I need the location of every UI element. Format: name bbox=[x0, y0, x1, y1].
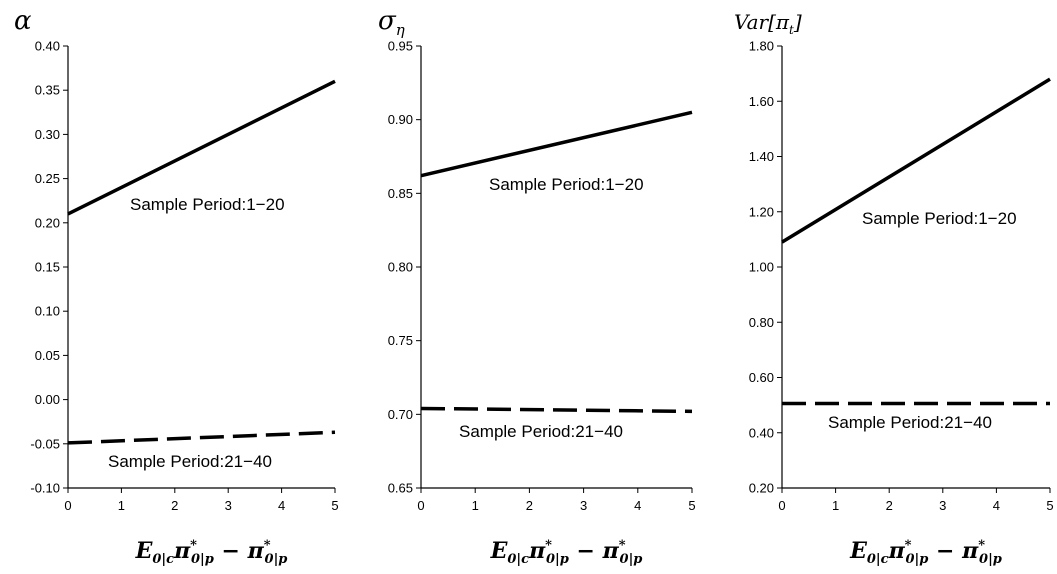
x-tick-label: 4 bbox=[993, 498, 1000, 513]
x-tick-label: 3 bbox=[939, 498, 946, 513]
y-tick-label: 0.60 bbox=[749, 370, 774, 385]
series-line-1-20 bbox=[67, 79, 336, 216]
series-annotation-2: Sample Period:21−40 bbox=[108, 452, 272, 471]
x-axis-label: E0|cπ* 0|p − π* 0|p bbox=[135, 538, 288, 567]
series-annotation-1: Sample Period:1−20 bbox=[862, 209, 1017, 228]
x-tick-label: 0 bbox=[778, 498, 785, 513]
x-tick-label: 4 bbox=[634, 498, 641, 513]
panel-title: ση bbox=[378, 6, 405, 39]
y-tick-label: 0.40 bbox=[749, 425, 774, 440]
series-line-21-40 bbox=[420, 406, 693, 414]
series-line-1-20 bbox=[781, 77, 1051, 244]
x-tick-label: 3 bbox=[225, 498, 232, 513]
y-tick-label: 0.40 bbox=[35, 39, 60, 54]
x-tick-label: 1 bbox=[472, 498, 479, 513]
y-tick-label: 1.80 bbox=[749, 39, 774, 54]
y-tick-label: 0.65 bbox=[388, 481, 413, 496]
series-annotation-1: Sample Period:1−20 bbox=[489, 175, 644, 194]
y-tick-label: 0.20 bbox=[749, 481, 774, 496]
x-tick-label: 0 bbox=[417, 498, 424, 513]
y-tick-label: 0.30 bbox=[35, 127, 60, 142]
y-tick-label: -0.05 bbox=[30, 436, 60, 451]
y-tick-label: 0.35 bbox=[35, 83, 60, 98]
y-tick-label: 0.75 bbox=[388, 333, 413, 348]
y-tick-label: 0.20 bbox=[35, 215, 60, 230]
x-tick-label: 5 bbox=[1046, 498, 1053, 513]
panel-title: α bbox=[14, 6, 32, 36]
chart-panel-2: ση 0.65 0.70 0.75 0.80 0.85 0.90 0.95 0 1 2 3 4 5 Samp… bbox=[378, 6, 696, 567]
series-line-1-20 bbox=[420, 110, 693, 178]
panel-title: Var[πt] bbox=[734, 10, 802, 37]
x-axis-label: E0|cπ* 0|p − π* 0|p bbox=[849, 538, 1002, 567]
x-tick-label: 5 bbox=[688, 498, 695, 513]
x-tick-label: 1 bbox=[832, 498, 839, 513]
x-tick-label: 4 bbox=[278, 498, 285, 513]
x-axis-label: E0|cπ* 0|p − π* 0|p bbox=[490, 538, 643, 567]
y-tick-label: 1.40 bbox=[749, 149, 774, 164]
x-tick-label: 1 bbox=[118, 498, 125, 513]
chart-panel-3: Var[πt] 0.20 0.40 0.60 0.80 1.00 1.20 1.40 1.60 1… bbox=[734, 10, 1054, 567]
y-tick-label: 0.25 bbox=[35, 171, 60, 186]
y-tick-label: 1.60 bbox=[749, 94, 774, 109]
series-line-21-40 bbox=[67, 430, 336, 445]
x-tick-label: 2 bbox=[886, 498, 893, 513]
x-tick-label: 3 bbox=[580, 498, 587, 513]
series-annotation-1: Sample Period:1−20 bbox=[130, 195, 285, 214]
series-annotation-2: Sample Period:21−40 bbox=[459, 422, 623, 441]
y-tick-label: 0.95 bbox=[388, 39, 413, 54]
x-tick-label: 0 bbox=[64, 498, 71, 513]
x-tick-label: 2 bbox=[526, 498, 533, 513]
x-tick-label: 5 bbox=[331, 498, 338, 513]
y-tick-label: 0.70 bbox=[388, 407, 413, 422]
y-tick-label: 1.20 bbox=[749, 204, 774, 219]
y-tick-label: 0.80 bbox=[388, 260, 413, 275]
y-tick-label: 0.90 bbox=[388, 112, 413, 127]
y-tick-label: 0.05 bbox=[35, 348, 60, 363]
x-tick-label: 2 bbox=[171, 498, 178, 513]
y-tick-label: -0.10 bbox=[30, 481, 60, 496]
y-tick-label: 0.10 bbox=[35, 304, 60, 319]
y-tick-label: 0.00 bbox=[35, 392, 60, 407]
y-tick-label: 0.85 bbox=[388, 186, 413, 201]
chart-panel-1: α -0.10 -0.05 0.00 0.05 0.10 0.15 0.20 0.25 0.30 0… bbox=[14, 6, 339, 567]
y-tick-label: 0.15 bbox=[35, 260, 60, 275]
y-tick-label: 0.80 bbox=[749, 315, 774, 330]
y-tick-label: 1.00 bbox=[749, 260, 774, 275]
series-annotation-2: Sample Period:21−40 bbox=[828, 413, 992, 432]
